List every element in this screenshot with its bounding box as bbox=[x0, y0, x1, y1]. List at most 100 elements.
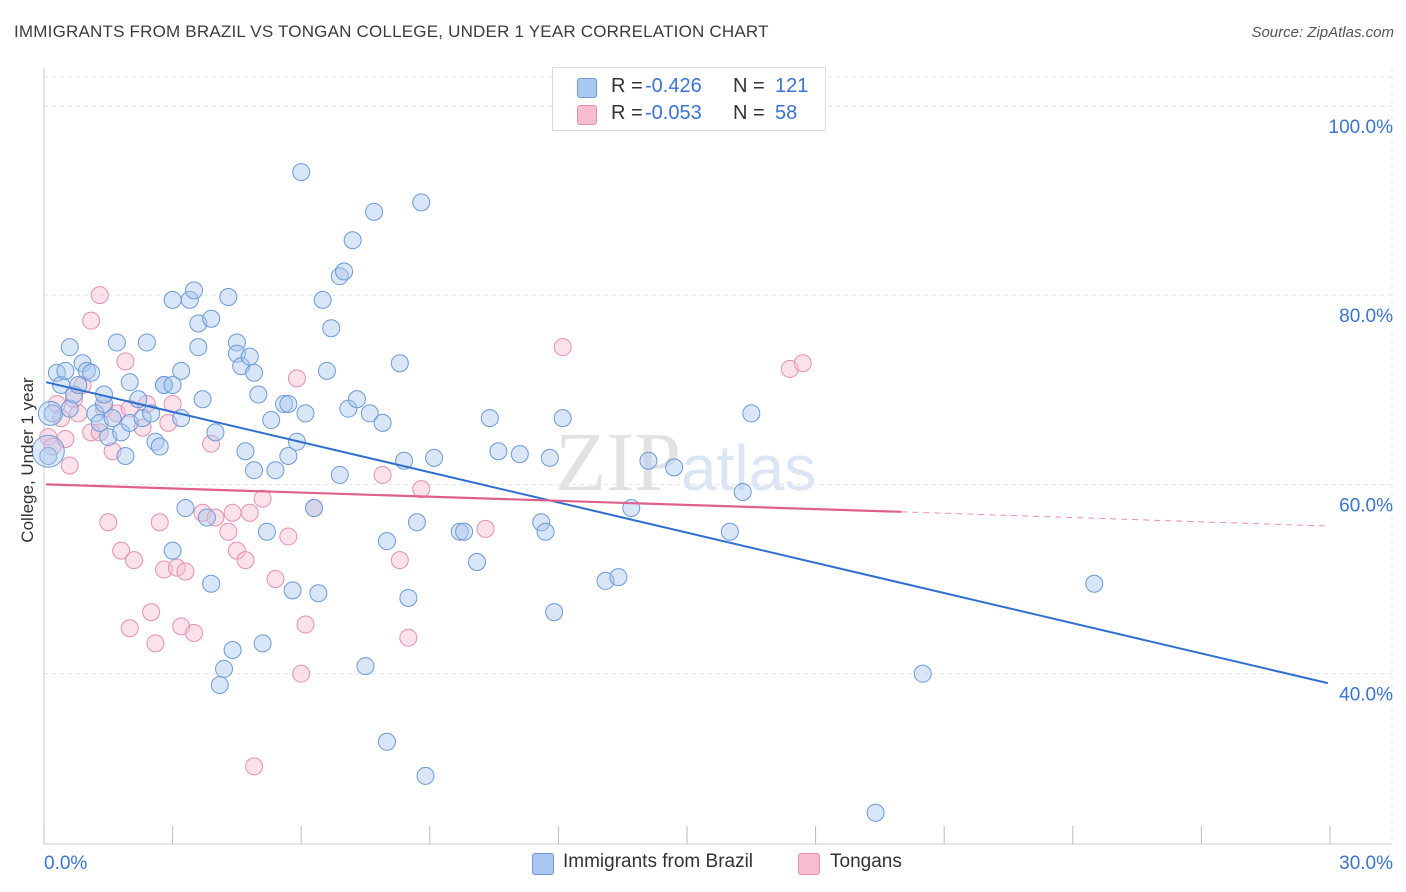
brazil-point bbox=[107, 333, 126, 352]
tongan-point bbox=[476, 519, 495, 538]
brazil-point bbox=[399, 588, 418, 607]
brazil-point bbox=[322, 319, 341, 338]
bottom-legend-swatch-tongan bbox=[798, 853, 820, 875]
tick-labels: 40.0% 60.0% 80.0% 100.0% 0.0% 30.0% bbox=[44, 117, 1393, 874]
tongan-point bbox=[296, 615, 315, 634]
brazil-point bbox=[407, 513, 426, 532]
brazil-point bbox=[305, 499, 324, 518]
bottom-legend-swatch-brazil bbox=[532, 853, 554, 875]
brazil-point bbox=[412, 193, 431, 212]
tongan-point bbox=[399, 628, 418, 647]
tongan-point bbox=[202, 434, 221, 453]
brazil-point bbox=[377, 532, 396, 551]
legend-row-tongan: R = -0.053 N = 58 bbox=[553, 100, 825, 128]
brazil-point bbox=[223, 641, 242, 659]
brazil-point bbox=[665, 458, 684, 477]
brazil-point bbox=[913, 664, 932, 683]
brazil-point bbox=[532, 513, 551, 532]
tongan-point bbox=[90, 423, 109, 442]
brazil-point bbox=[202, 574, 221, 593]
legend-r-label: R = bbox=[611, 102, 643, 124]
legend-row-brazil: R = -0.426 N = 121 bbox=[553, 73, 825, 101]
legend-r-label: R = bbox=[611, 75, 643, 97]
tongan-point bbox=[120, 619, 139, 638]
legend-n-value: 58 bbox=[775, 102, 798, 124]
tongan-point bbox=[279, 527, 298, 546]
brazil-point bbox=[236, 442, 255, 461]
brazil-point bbox=[180, 290, 199, 309]
brazil-point bbox=[365, 202, 384, 221]
brazil-point bbox=[137, 333, 156, 352]
brazil-point bbox=[215, 659, 234, 678]
brazil-point bbox=[733, 482, 752, 501]
brazil-point bbox=[116, 447, 135, 465]
brazil-point bbox=[742, 404, 761, 423]
brazil-point bbox=[425, 448, 444, 467]
brazil-point bbox=[37, 400, 63, 426]
legend: R = -0.426 N = 121 R = -0.053 N = 58 bbox=[552, 67, 826, 131]
brazil-point bbox=[343, 231, 362, 250]
brazil-point bbox=[416, 766, 435, 785]
brazil-point bbox=[206, 423, 225, 442]
brazil-point bbox=[377, 732, 396, 751]
tongan-point bbox=[553, 338, 572, 357]
brazil-point bbox=[1085, 574, 1104, 593]
brazil-point bbox=[360, 404, 379, 423]
y-tick-label: 60.0% bbox=[1339, 495, 1393, 516]
legend-swatch-brazil bbox=[577, 78, 597, 98]
tongan-point bbox=[223, 503, 242, 522]
brazil-point bbox=[219, 288, 238, 307]
brazil-point bbox=[39, 447, 58, 465]
axes bbox=[43, 68, 1392, 845]
brazil-point bbox=[347, 390, 366, 409]
tongan-point bbox=[150, 513, 169, 532]
brazil-point bbox=[202, 309, 221, 328]
tongan-point bbox=[390, 551, 409, 570]
tongan-point bbox=[253, 489, 272, 508]
tongan-point bbox=[185, 623, 204, 642]
brazil-point bbox=[56, 361, 75, 380]
brazil-point bbox=[249, 385, 268, 404]
tongan-point bbox=[793, 354, 812, 373]
tongan-point bbox=[266, 570, 285, 589]
legend-n-label: N = bbox=[733, 75, 765, 97]
trend-line-tongan bbox=[46, 483, 902, 513]
tongan-point bbox=[112, 541, 131, 560]
brazil-point bbox=[82, 363, 101, 382]
tongan-point bbox=[219, 522, 238, 541]
trend-line-tongan-extension bbox=[901, 511, 1328, 527]
brazil-point bbox=[480, 409, 499, 428]
tongan-point bbox=[176, 562, 195, 581]
brazil-point bbox=[245, 461, 264, 480]
tongan-point bbox=[167, 558, 186, 577]
brazil-point bbox=[467, 552, 486, 571]
brazil-point bbox=[193, 390, 212, 409]
brazil-point bbox=[510, 445, 529, 464]
brazil-point bbox=[150, 437, 169, 456]
brazil-point bbox=[43, 404, 62, 423]
brazil-point bbox=[253, 634, 272, 653]
brazil-point bbox=[279, 447, 298, 465]
brazil-point bbox=[133, 409, 152, 428]
brazil-point bbox=[197, 508, 216, 527]
brazil-point bbox=[455, 522, 474, 541]
brazil-point bbox=[317, 361, 336, 380]
brazil-point bbox=[176, 499, 195, 518]
brazil-point bbox=[189, 338, 208, 357]
series-tongans bbox=[39, 286, 812, 776]
tongan-point bbox=[116, 352, 135, 371]
brazil-point bbox=[489, 442, 508, 461]
tongan-point bbox=[146, 634, 165, 653]
tongan-point bbox=[82, 311, 101, 330]
watermark: ZIPatlas bbox=[555, 416, 816, 509]
legend-swatch-tongan bbox=[577, 105, 597, 125]
tongan-point bbox=[236, 551, 255, 570]
legend-r-value: -0.053 bbox=[645, 102, 702, 124]
brazil-point bbox=[296, 404, 315, 423]
tongan-point bbox=[373, 465, 392, 484]
bottom-legend-brazil: Immigrants from Brazil bbox=[563, 851, 754, 872]
brazil-point bbox=[257, 522, 276, 541]
brazil-point bbox=[142, 404, 161, 423]
brazil-point bbox=[609, 568, 628, 587]
